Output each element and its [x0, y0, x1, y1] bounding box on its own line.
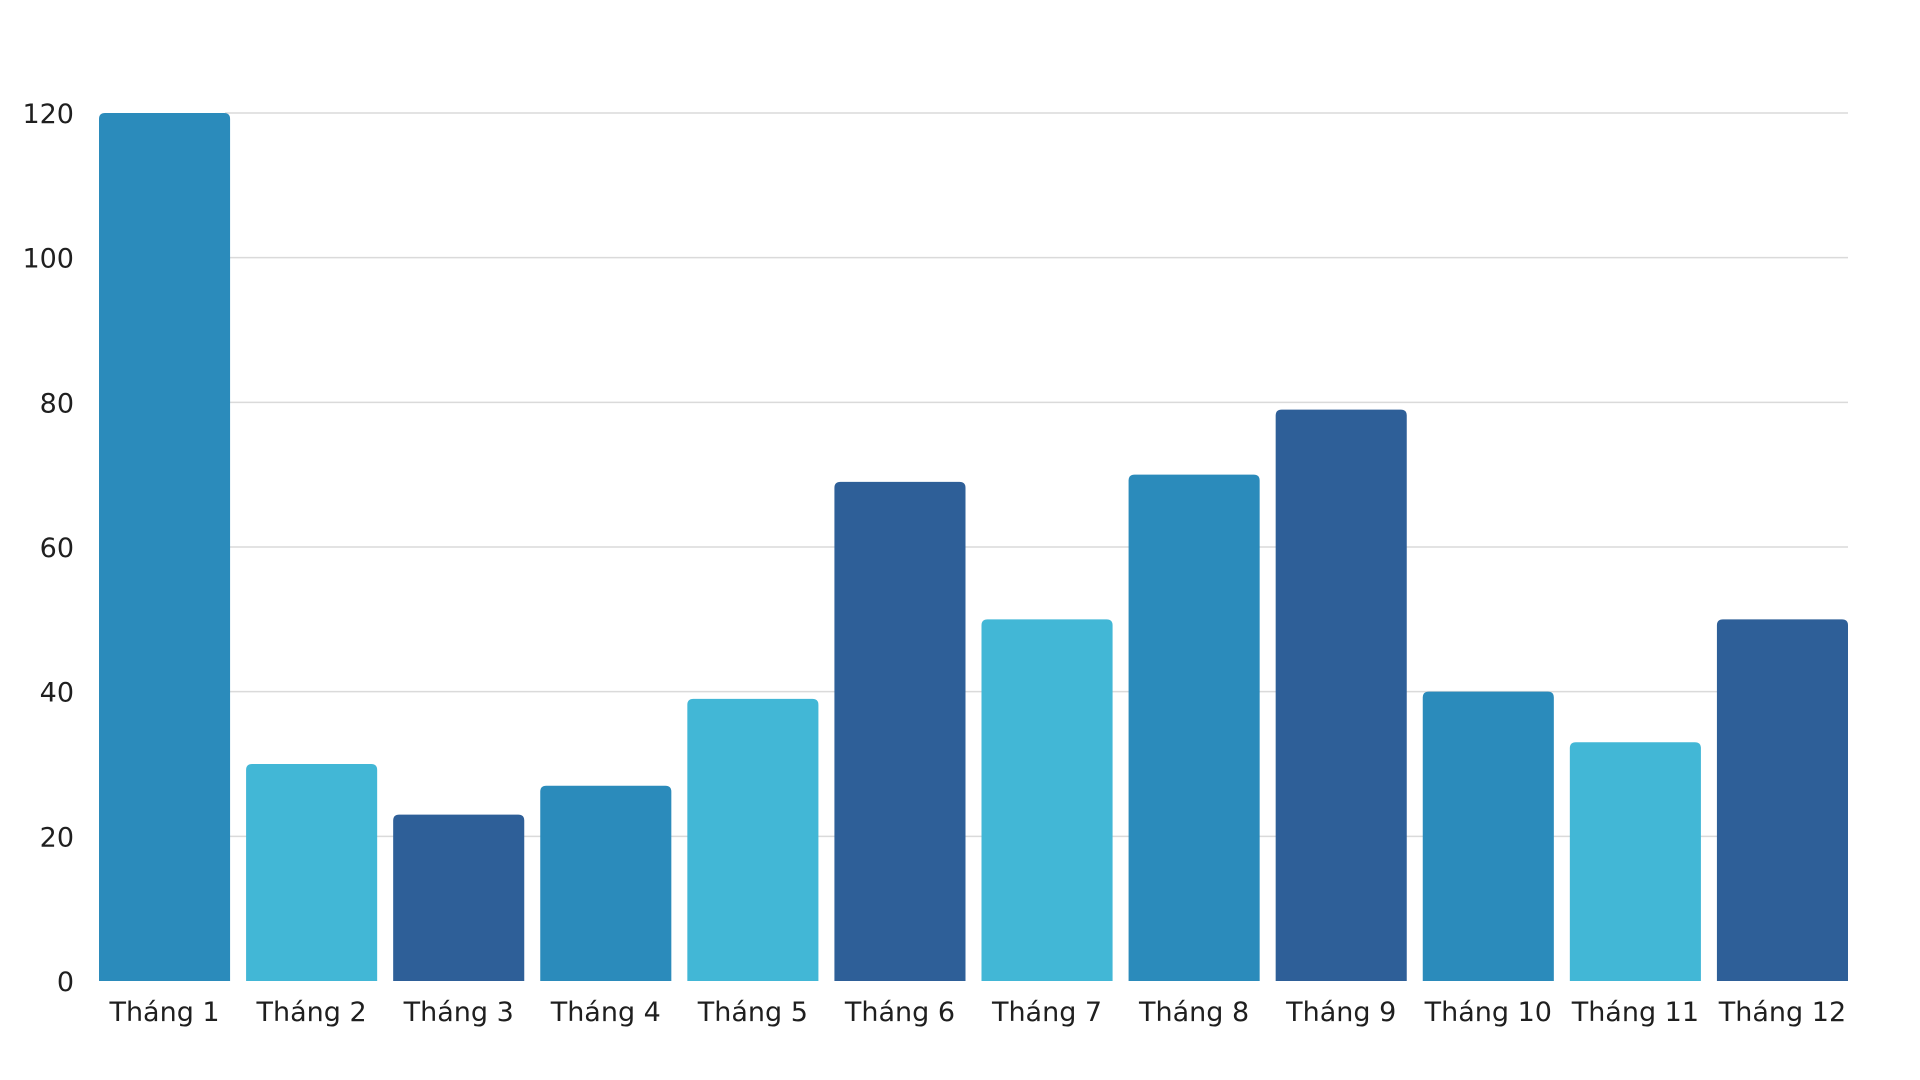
bars — [99, 113, 1848, 982]
x-tick-label: Tháng 9 — [1285, 997, 1396, 1028]
y-tick-label: 100 — [22, 244, 74, 275]
y-tick-label: 20 — [40, 822, 74, 853]
bar — [687, 698, 819, 981]
bar — [1422, 691, 1554, 981]
x-tick-label: Tháng 12 — [1718, 997, 1846, 1028]
bar — [981, 619, 1113, 981]
bar — [1716, 619, 1848, 981]
bar — [1128, 474, 1260, 981]
y-axis: 0 20 40 60 80 100 120 — [22, 99, 74, 998]
x-tick-label: Tháng 5 — [697, 997, 808, 1028]
bar — [1275, 409, 1407, 982]
x-tick-label: Tháng 7 — [991, 997, 1102, 1028]
x-tick-label: Tháng 8 — [1138, 997, 1249, 1028]
x-tick-label: Tháng 6 — [844, 997, 955, 1028]
bar — [1569, 742, 1701, 981]
y-tick-label: 80 — [40, 388, 74, 419]
y-tick-label: 0 — [57, 967, 74, 998]
y-tick-label: 60 — [40, 533, 74, 564]
bar — [99, 113, 231, 981]
bar — [540, 785, 672, 981]
bar — [246, 764, 378, 981]
x-tick-label: Tháng 4 — [550, 997, 661, 1028]
y-tick-label: 120 — [22, 99, 74, 130]
x-tick-label: Tháng 10 — [1424, 997, 1552, 1028]
bar — [834, 481, 966, 981]
x-tick-label: Tháng 2 — [256, 997, 367, 1028]
y-tick-label: 40 — [40, 678, 74, 709]
x-tick-label: Tháng 1 — [108, 997, 219, 1028]
x-tick-label: Tháng 3 — [403, 997, 514, 1028]
x-tick-label: Tháng 11 — [1571, 997, 1699, 1028]
x-axis: Tháng 1 Tháng 2 Tháng 3 Tháng 4 Tháng 5 Tháng… — [108, 997, 1846, 1028]
bar — [393, 814, 525, 981]
